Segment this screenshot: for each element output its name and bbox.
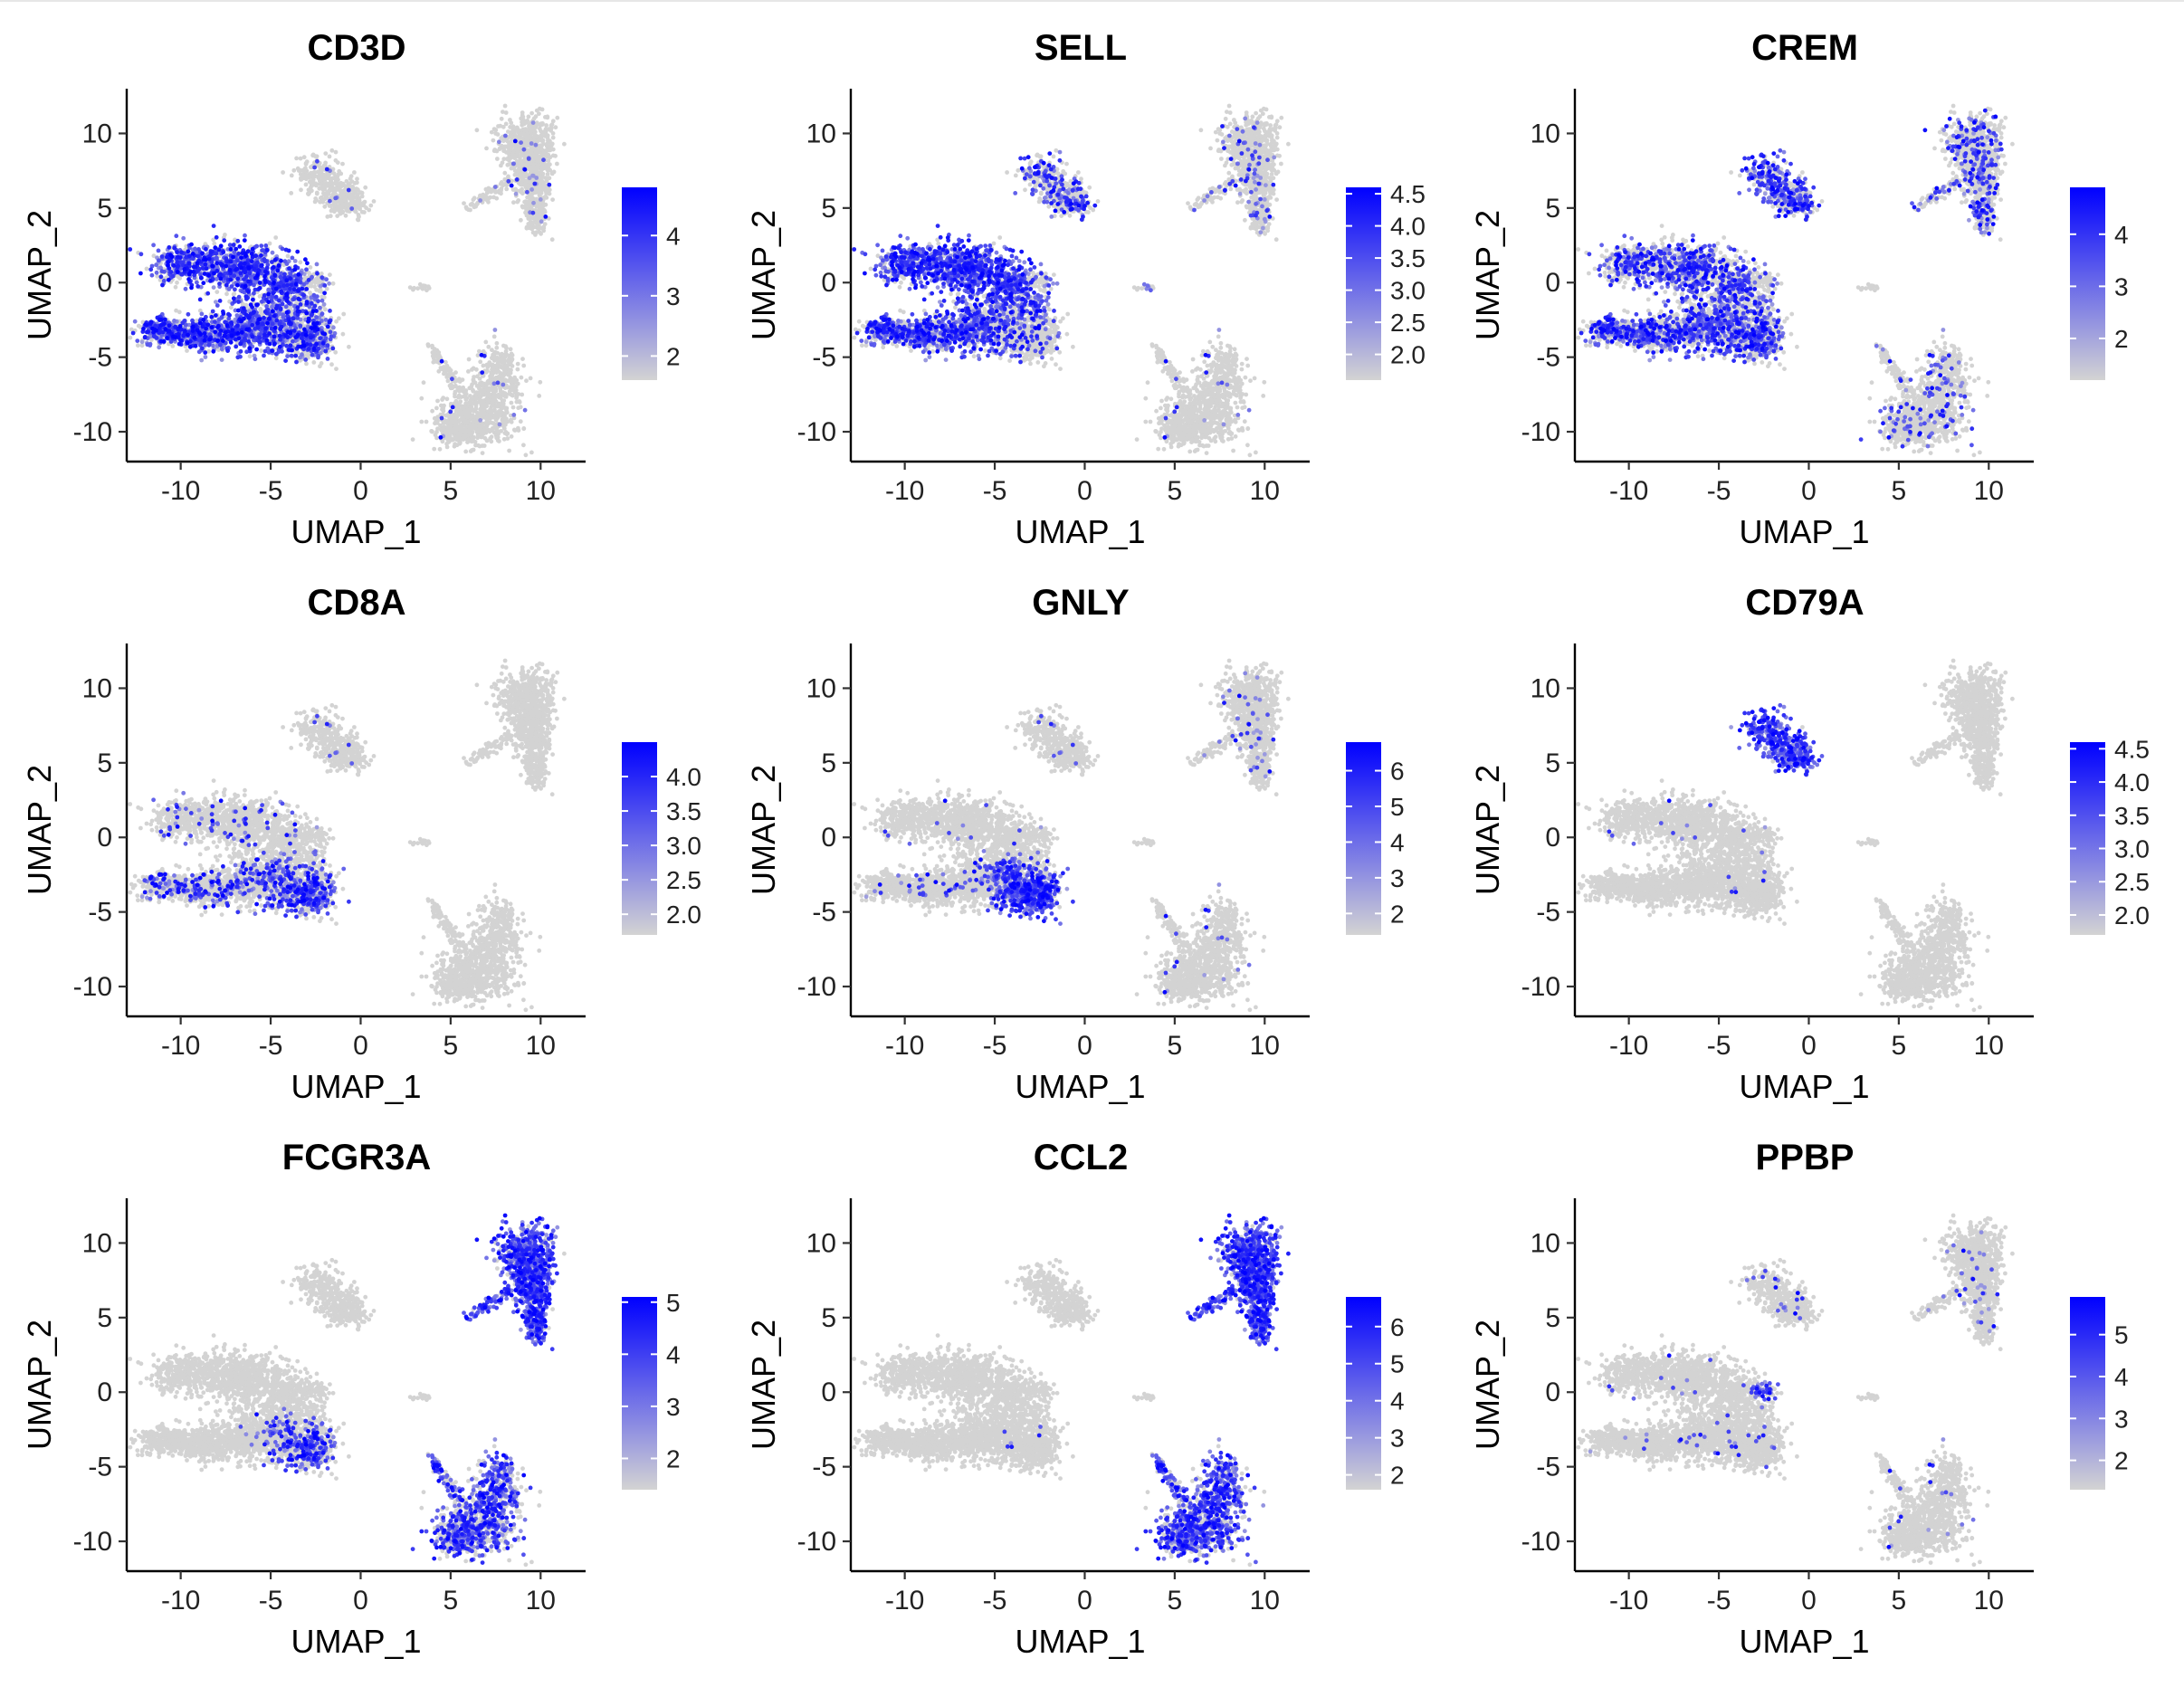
cell-point xyxy=(259,348,263,353)
cell-point xyxy=(268,242,272,246)
cell-point xyxy=(137,324,141,329)
cell-point xyxy=(232,292,236,297)
cell-point xyxy=(298,260,302,264)
cell-point xyxy=(136,343,140,348)
cell-point xyxy=(175,281,179,285)
cell-point xyxy=(170,344,175,348)
scatter-points xyxy=(128,104,567,458)
cell-point xyxy=(248,354,253,358)
cell-point xyxy=(331,281,336,286)
panel-title: CD3D xyxy=(308,28,406,68)
cell-point xyxy=(129,336,133,340)
cell-point xyxy=(286,254,291,259)
cell-point xyxy=(174,285,178,290)
cell-point xyxy=(185,348,189,353)
cell-point xyxy=(309,265,313,270)
cell-point xyxy=(224,291,229,296)
cell-point xyxy=(174,309,178,313)
cell-point xyxy=(229,305,234,310)
cell-point xyxy=(215,290,219,294)
cell-point xyxy=(273,235,278,240)
feature-plot-grid: CD3D-10 -5 0 5 10-10-50510UMAP_1UMAP_2234SEL… xyxy=(0,0,2184,1687)
cell-point xyxy=(145,267,149,272)
cell-point xyxy=(308,291,312,295)
cell-point xyxy=(212,242,216,246)
